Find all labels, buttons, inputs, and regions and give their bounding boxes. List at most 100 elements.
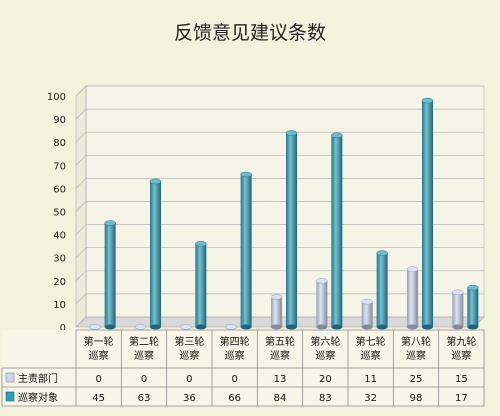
category-label: 第三轮	[174, 335, 204, 348]
category-label: 巡察	[406, 349, 426, 362]
data-label: 13	[274, 374, 287, 385]
bar-body	[331, 135, 343, 327]
bar-base	[150, 324, 161, 330]
bar-base	[407, 324, 418, 330]
bar-primary	[134, 324, 147, 330]
bar-cap	[149, 178, 162, 185]
bar-secondary	[285, 130, 298, 330]
bar-cap	[331, 132, 343, 139]
bar-body	[452, 292, 464, 327]
category-label: 巡察	[361, 349, 381, 362]
gridline	[75, 201, 484, 212]
data-label: 66	[228, 393, 241, 404]
bar-body	[271, 296, 282, 327]
bar-base	[331, 324, 343, 330]
data-label: 45	[92, 393, 105, 404]
bar-secondary	[331, 132, 343, 330]
category-label: 第五轮	[265, 335, 295, 348]
bar-body	[407, 269, 418, 327]
y-tick-label: 20	[53, 277, 66, 288]
category-label: 第二轮	[129, 335, 159, 348]
data-label: 98	[410, 393, 423, 404]
category-label: 巡察	[179, 349, 199, 362]
bar-primary	[225, 324, 237, 330]
bar-secondary	[421, 97, 434, 330]
bar-cap	[316, 278, 328, 284]
y-tick-label: 100	[47, 92, 66, 103]
bar-cap	[452, 289, 464, 296]
bar-cap	[285, 130, 298, 136]
bar-base	[286, 324, 297, 330]
data-label: 63	[138, 393, 151, 404]
bar-primary	[452, 289, 464, 330]
legend-label: 主责部门	[18, 372, 58, 385]
bar-cap	[195, 241, 207, 247]
bar-body	[422, 100, 433, 328]
bar-base	[376, 324, 388, 330]
bar-base	[271, 324, 282, 330]
bar-body	[104, 223, 116, 327]
bar-secondary	[467, 284, 479, 330]
bar-cap	[89, 324, 101, 330]
bar-primary	[180, 324, 192, 330]
bar-primary	[270, 294, 283, 330]
gridline	[75, 247, 484, 258]
legend-label: 巡察对象	[18, 391, 58, 404]
gridline	[75, 154, 484, 166]
y-tick-label: 70	[53, 161, 66, 172]
gridline	[75, 224, 484, 235]
y-tick-label: 60	[53, 184, 66, 195]
data-label: 36	[183, 393, 196, 404]
y-tick-label: 50	[53, 208, 66, 219]
y-tick-label: 30	[53, 254, 66, 265]
data-label: 15	[455, 374, 468, 385]
data-label: 0	[231, 374, 237, 385]
bar-cap	[240, 171, 252, 178]
data-label: 84	[274, 393, 287, 404]
bar-body	[195, 243, 207, 327]
category-label: 第九轮	[446, 335, 476, 348]
category-label: 第四轮	[220, 335, 250, 348]
gridline	[75, 316, 484, 328]
data-label: 25	[410, 374, 423, 385]
bar-cap	[134, 324, 147, 330]
bar-primary	[406, 266, 419, 330]
gridline	[75, 293, 484, 305]
bar-body	[150, 181, 161, 327]
bar-primary	[316, 278, 328, 330]
data-label: 0	[95, 374, 101, 385]
category-label: 巡察	[270, 349, 290, 362]
gridline	[75, 131, 484, 143]
bar-secondary	[104, 220, 116, 330]
legend-key	[5, 372, 15, 383]
bar-body	[467, 287, 479, 327]
bar-cap	[180, 324, 192, 330]
category-label: 第八轮	[401, 335, 431, 348]
bar-secondary	[376, 250, 388, 330]
category-label: 巡察	[89, 349, 109, 362]
bar-cap	[361, 298, 373, 305]
gridline	[75, 85, 484, 97]
bar-cap	[467, 284, 479, 291]
bar-cap	[225, 324, 237, 330]
bar-base	[452, 324, 464, 330]
data-label: 11	[364, 374, 377, 385]
chart-title: 反馈意见建议条数	[174, 22, 326, 44]
data-label: 83	[319, 393, 332, 404]
data-label: 32	[364, 393, 377, 404]
category-label: 第七轮	[356, 335, 386, 348]
data-label: 0	[141, 374, 147, 385]
gridline	[75, 270, 484, 282]
bar-base	[195, 324, 207, 330]
category-label: 第一轮	[84, 335, 114, 348]
bar-base	[104, 324, 116, 330]
data-label: 20	[319, 374, 332, 385]
bar-base	[240, 324, 252, 330]
bar-primary	[89, 324, 101, 330]
data-label: 17	[455, 393, 468, 404]
bar-base	[467, 324, 479, 330]
category-label: 巡察	[225, 349, 245, 362]
category-label: 巡察	[451, 349, 471, 362]
